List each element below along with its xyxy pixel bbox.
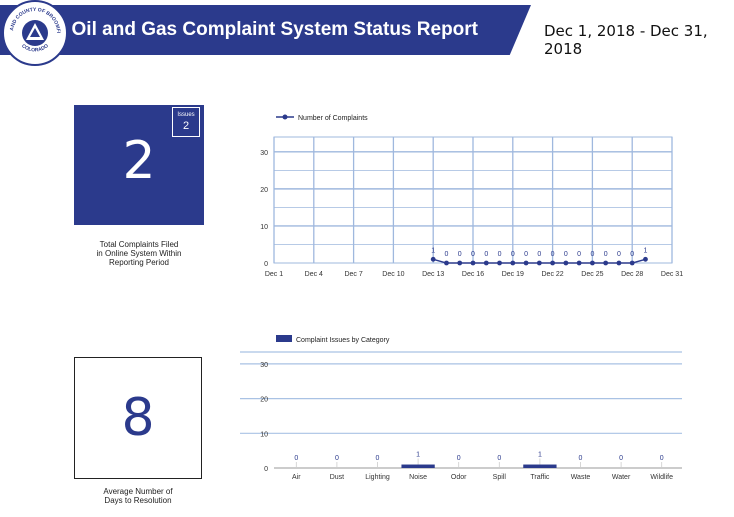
svg-text:COLORADO: COLORADO [20, 43, 49, 53]
data-label: 0 [604, 251, 608, 258]
x-tick-label: Dec 4 [305, 271, 323, 278]
data-label: 0 [498, 251, 502, 258]
data-label: 0 [457, 455, 461, 462]
x-tick-label: Dec 1 [265, 271, 283, 278]
y-tick-label: 30 [260, 362, 268, 369]
y-tick-label: 0 [264, 261, 268, 268]
legend-label: Number of Complaints [298, 115, 368, 122]
x-tick-label: Wildlife [650, 474, 673, 481]
date-range: Dec 1, 2018 - Dec 31, 2018 [544, 22, 708, 58]
x-tick-label: Air [292, 474, 301, 481]
y-tick-label: 0 [264, 466, 268, 473]
legend-label: Complaint Issues by Category [296, 337, 390, 344]
y-tick-label: 20 [260, 187, 268, 194]
data-label: 0 [537, 251, 541, 258]
data-label: 0 [484, 251, 488, 258]
data-label: 0 [335, 455, 339, 462]
county-seal-logo: CITY AND COUNTY OF BROOMFIELD COLORADO [2, 0, 68, 66]
x-tick-label: Dec 25 [581, 271, 603, 278]
total-complaints-caption: Total Complaints Filed in Online System … [96, 240, 182, 268]
avg-resolution-card: 8 [74, 357, 202, 479]
issues-badge-value: 2 [182, 120, 190, 133]
avg-resolution-value: 8 [121, 388, 155, 448]
data-label: 0 [445, 251, 449, 258]
x-tick-label: Dec 10 [382, 271, 404, 278]
logo-text-bottom: COLORADO [20, 43, 49, 53]
x-tick-label: Traffic [530, 474, 550, 481]
data-label: 0 [551, 251, 555, 258]
x-tick-label: Dec 19 [502, 271, 524, 278]
legend-marker [282, 114, 288, 120]
data-point [576, 260, 582, 266]
data-label: 0 [511, 251, 515, 258]
x-tick-label: Lighting [365, 474, 390, 481]
data-point [643, 256, 648, 262]
x-tick-label: Spill [493, 474, 507, 481]
data-point [470, 260, 476, 266]
header-banner [0, 5, 531, 55]
y-tick-label: 30 [260, 150, 268, 157]
x-tick-label: Dec 7 [344, 271, 362, 278]
data-label: 0 [577, 251, 581, 258]
x-tick-label: Dust [330, 474, 344, 481]
data-label: 0 [524, 251, 528, 258]
data-point [483, 260, 489, 266]
page-title: Oil and Gas Complaint System Status Repo… [71, 19, 478, 40]
data-point [603, 260, 609, 266]
data-point [510, 260, 516, 266]
data-point [590, 260, 595, 266]
county-seal-icon: CITY AND COUNTY OF BROOMFIELD COLORADO [2, 0, 63, 61]
data-label: 0 [590, 251, 594, 258]
issues-bar-chart: Complaint Issues by Category01020300Air0… [240, 335, 682, 481]
x-tick-label: Odor [451, 474, 467, 481]
data-label: 0 [617, 251, 621, 258]
x-tick-label: Noise [409, 474, 427, 481]
data-label: 0 [471, 251, 475, 258]
x-tick-label: Waste [571, 474, 591, 481]
data-point [536, 260, 542, 266]
data-label: 0 [497, 455, 501, 462]
data-point [629, 260, 635, 266]
data-label: 0 [630, 251, 634, 258]
legend-swatch [276, 335, 292, 342]
data-label: 0 [458, 251, 462, 258]
data-point [430, 256, 436, 262]
avg-resolution-caption: Average Number of Days to Resolution [103, 487, 173, 506]
data-label: 1 [431, 247, 435, 254]
x-tick-label: Dec 28 [621, 271, 643, 278]
data-label: 1 [644, 247, 648, 254]
y-tick-label: 10 [260, 431, 268, 438]
data-label: 0 [660, 455, 664, 462]
y-tick-label: 20 [260, 397, 268, 404]
data-label: 1 [416, 452, 420, 459]
issues-badge-label: Issues [177, 112, 195, 118]
data-label: 0 [564, 251, 568, 258]
data-label: 0 [376, 455, 380, 462]
data-label: 0 [579, 455, 583, 462]
data-label: 0 [619, 455, 623, 462]
bar [523, 464, 557, 468]
data-point [550, 260, 555, 266]
x-tick-label: Dec 22 [542, 271, 564, 278]
x-tick-label: Water [612, 474, 631, 481]
data-label: 0 [294, 455, 298, 462]
data-point [457, 260, 463, 266]
x-tick-label: Dec 13 [422, 271, 444, 278]
y-tick-label: 10 [260, 224, 268, 231]
data-point [616, 260, 622, 266]
data-label: 1 [538, 452, 542, 459]
data-point [444, 260, 449, 266]
x-tick-label: Dec 16 [462, 271, 484, 278]
x-tick-label: Dec 31 [661, 271, 683, 278]
data-point [523, 260, 529, 266]
data-point [497, 260, 502, 266]
total-complaints-value: 2 [122, 131, 156, 191]
bar [401, 464, 435, 468]
issues-badge: Issues 2 [172, 107, 200, 137]
total-complaints-card: 2 Issues 2 [74, 105, 204, 225]
data-point [563, 260, 569, 266]
